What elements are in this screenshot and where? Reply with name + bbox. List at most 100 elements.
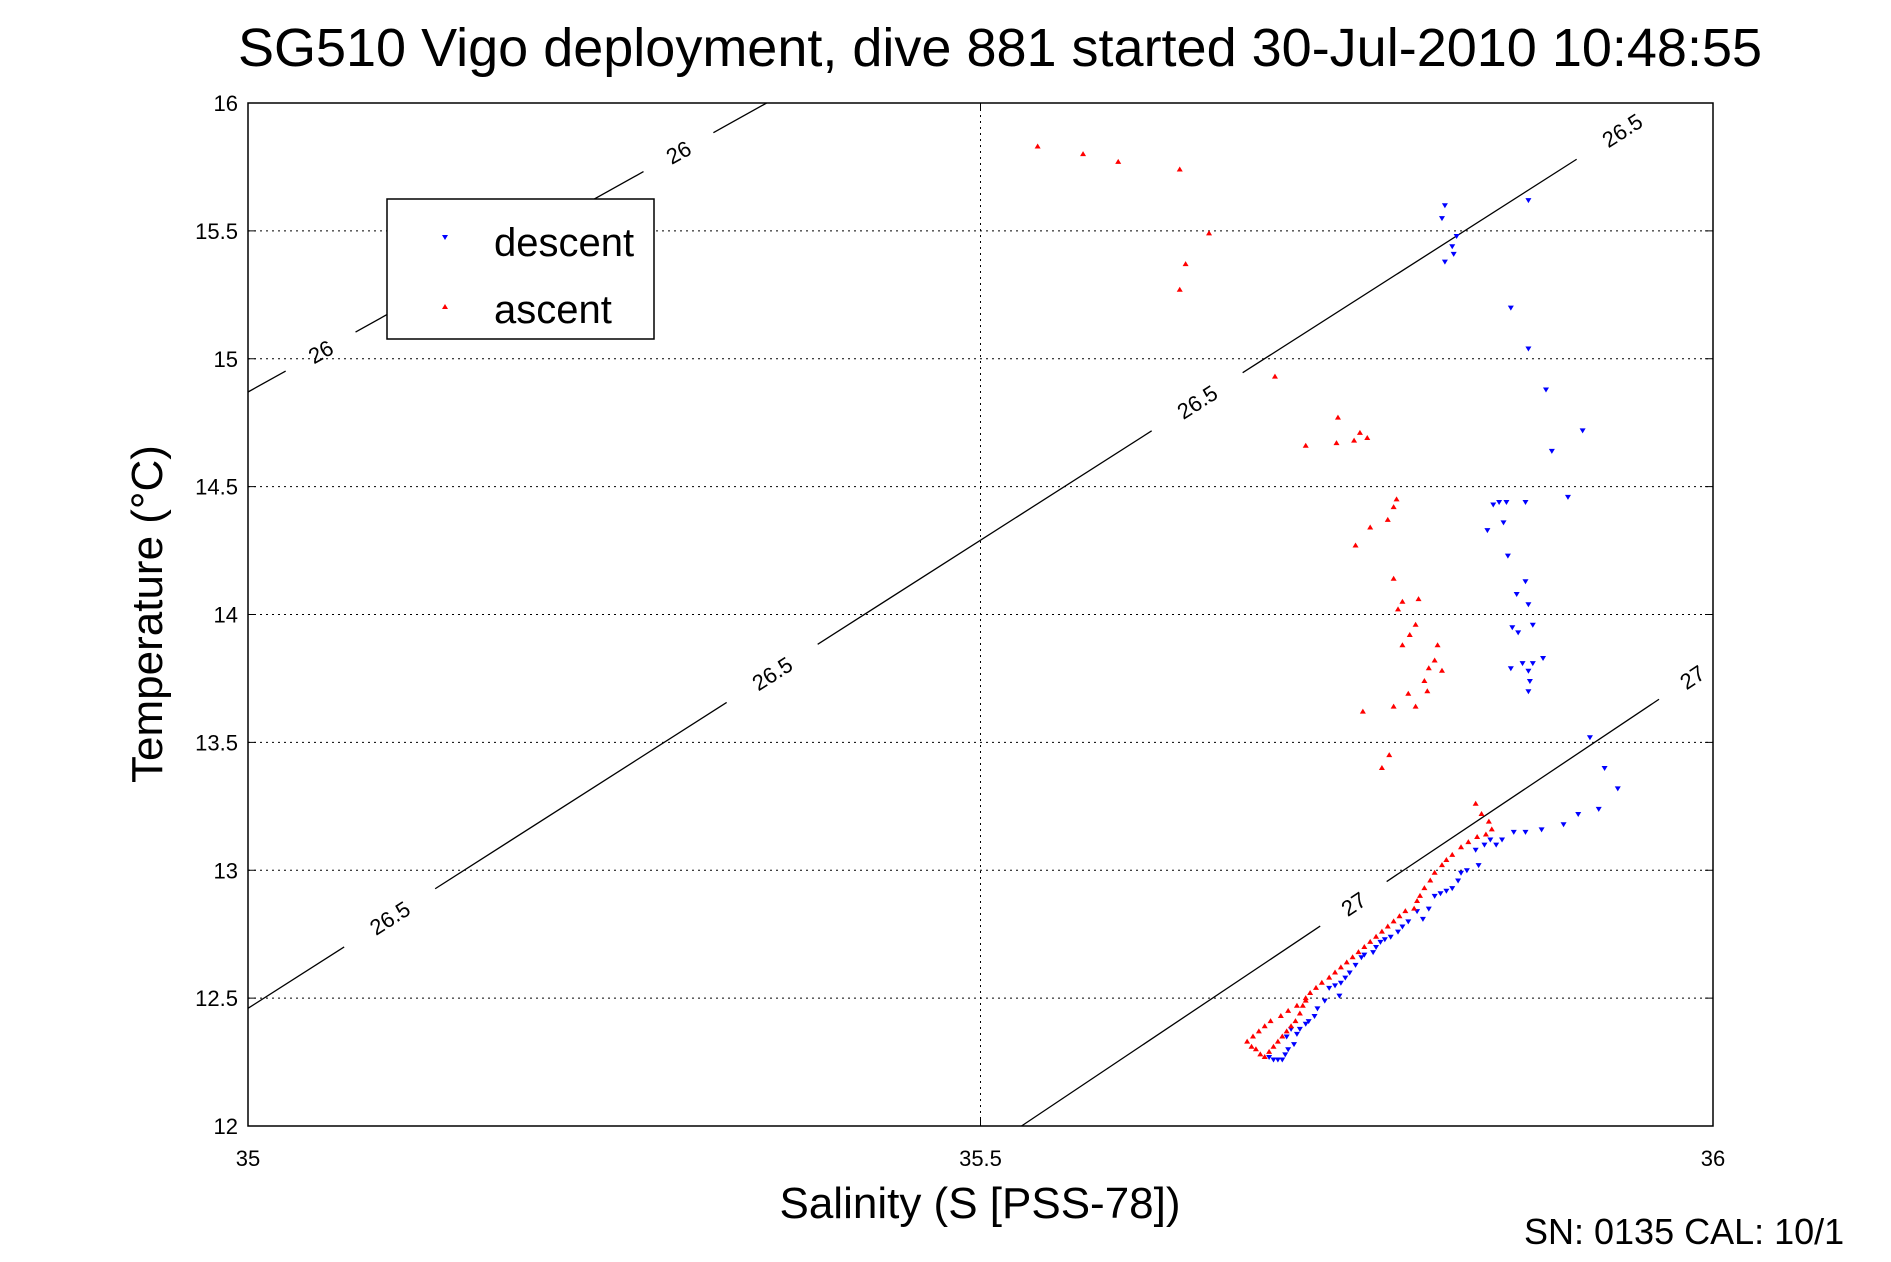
ascent-point	[1482, 831, 1489, 837]
descent-point	[1314, 1006, 1321, 1012]
y-tick-label: 15.5	[195, 219, 238, 244]
ascent-point	[1176, 286, 1183, 292]
descent-point	[1431, 893, 1438, 899]
ascent-point	[1080, 151, 1087, 157]
ascent-point	[1292, 1018, 1299, 1024]
descent-point	[1614, 786, 1621, 792]
ascent-point	[1458, 844, 1465, 850]
descent-point	[1548, 448, 1555, 454]
ascent-legend-marker-icon	[442, 304, 448, 309]
descent-point	[1525, 198, 1532, 204]
descent-point	[1370, 950, 1377, 956]
ascent-point	[1415, 596, 1422, 602]
descent-point	[1305, 1019, 1312, 1025]
descent-point	[1352, 962, 1359, 968]
descent-point	[1373, 944, 1380, 950]
ascent-point	[1115, 158, 1122, 164]
descent-point	[1463, 868, 1470, 874]
descent-point	[1405, 919, 1412, 925]
ascent-point	[1267, 1018, 1274, 1024]
serial-cal-footer: SN: 0135 CAL: 10/1	[1524, 1211, 1844, 1252]
ascent-point	[1488, 826, 1495, 832]
ascent-point	[1261, 1023, 1268, 1029]
ascent-point	[1334, 414, 1341, 420]
descent-point	[1522, 829, 1529, 835]
x-tick-label: 35	[236, 1146, 260, 1171]
ascent-point	[1417, 892, 1423, 898]
descent-point	[1395, 929, 1402, 935]
ascent-point	[1431, 657, 1438, 663]
ascent-point	[1176, 166, 1183, 172]
ascent-point	[1399, 598, 1406, 604]
ascent-point	[1244, 1038, 1251, 1044]
y-tick-label: 14.5	[195, 475, 238, 500]
descent-point	[1525, 602, 1532, 608]
ascent-point	[1307, 990, 1314, 996]
descent-point	[1279, 1057, 1286, 1063]
ascent-point	[1414, 897, 1421, 903]
ascent-point	[1277, 1013, 1284, 1019]
ascent-point	[1359, 708, 1366, 714]
descent-point	[1525, 668, 1532, 674]
descent-point	[1425, 906, 1432, 912]
ascent-point	[1478, 810, 1485, 816]
ascent-point	[1438, 667, 1445, 673]
descent-point	[1575, 811, 1582, 817]
descent-point	[1291, 1042, 1298, 1048]
descent-point	[1500, 520, 1507, 526]
contour-line	[1021, 925, 1321, 1127]
data-points	[1034, 143, 1621, 1063]
descent-point	[1441, 259, 1448, 265]
ascent-point	[1283, 1028, 1290, 1034]
descent-point	[1475, 863, 1482, 869]
descent-point	[1540, 655, 1547, 661]
descent-point	[1283, 1034, 1290, 1040]
legend-box	[386, 198, 655, 340]
y-tick-label: 12	[214, 1114, 238, 1139]
ascent-point	[1378, 928, 1385, 934]
descent-point	[1381, 937, 1388, 943]
ascent-point	[1361, 943, 1368, 949]
ascent-point	[1472, 800, 1479, 806]
ascent-point	[1438, 862, 1445, 868]
ascent-point	[1302, 995, 1309, 1001]
ascent-point	[1034, 143, 1041, 149]
ascent-point	[1421, 885, 1428, 891]
ascent-point	[1411, 905, 1418, 911]
ascent-point	[1405, 690, 1412, 696]
ascent-point	[1395, 606, 1402, 612]
ascent-point	[1393, 496, 1400, 502]
contour-line	[713, 102, 767, 134]
descent-point	[1586, 735, 1593, 741]
contour-line	[1242, 158, 1578, 374]
descent-point	[1509, 625, 1516, 631]
ascent-point	[1326, 974, 1333, 980]
ascent-point	[1406, 631, 1413, 637]
ascent-point	[1384, 516, 1391, 522]
ascent-point	[1412, 621, 1419, 627]
descent-point	[1564, 494, 1571, 500]
ascent-point	[1337, 964, 1344, 970]
ascent-point	[1333, 440, 1340, 446]
descent-point	[1503, 499, 1510, 505]
ascent-point	[1349, 954, 1356, 960]
descent-point	[1538, 827, 1545, 833]
ascent-point	[1299, 1002, 1306, 1008]
ascent-point	[1367, 524, 1374, 530]
ascent-point	[1356, 429, 1363, 435]
ascent-point	[1390, 575, 1397, 581]
x-axis-label: Salinity (S [PSS-78])	[779, 1179, 1180, 1228]
x-tick-label: 35.5	[959, 1146, 1002, 1171]
ascent-point	[1386, 752, 1393, 758]
y-tick-label: 12.5	[195, 986, 238, 1011]
ascent-point	[1425, 665, 1432, 671]
grid-lines	[248, 103, 1713, 1126]
x-tick-label: 36	[1701, 1146, 1725, 1171]
ascent-point	[1206, 230, 1213, 236]
ascent-point	[1312, 984, 1319, 990]
descent-point	[1522, 579, 1529, 585]
descent-point	[1493, 842, 1500, 848]
ascent-point	[1390, 504, 1397, 510]
descent-point	[1484, 528, 1491, 534]
descent-point	[1282, 1052, 1289, 1058]
